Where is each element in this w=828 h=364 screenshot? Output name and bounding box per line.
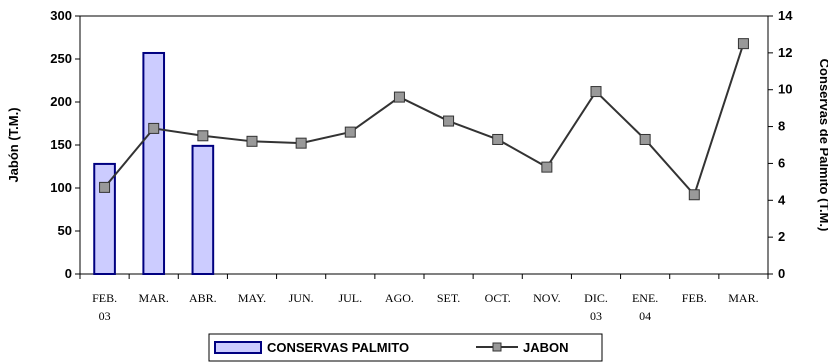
x-tick-label: SET. xyxy=(437,291,460,305)
x-tick-label: AGO. xyxy=(385,291,414,305)
point-jabon xyxy=(295,137,307,149)
y-axis-left: 0 50 100 150 200 250 300 xyxy=(50,8,80,281)
point-jabon xyxy=(197,130,209,142)
y-right-tick-label: 6 xyxy=(778,155,785,170)
y-left-tick-label: 200 xyxy=(50,94,72,109)
y-right-tick-label: 2 xyxy=(778,229,785,244)
point-jabon xyxy=(443,115,455,127)
y-right-tick-label: 10 xyxy=(778,82,792,97)
x-tick-label: MAY. xyxy=(238,291,266,305)
point-jabon xyxy=(639,133,651,145)
x-tick-label: FEB. xyxy=(682,291,707,305)
y-left-tick-label: 100 xyxy=(50,180,72,195)
x-tick-label-year: 03 xyxy=(99,309,111,323)
legend: CONSERVAS PALMITO JABON xyxy=(208,333,603,362)
x-tick-label: MAR. xyxy=(139,291,169,305)
line-jabon xyxy=(103,43,745,197)
y-left-tick-label: 150 xyxy=(50,137,72,152)
plot-area xyxy=(79,15,769,275)
point-jabon xyxy=(344,126,356,138)
y-right-tick-label: 0 xyxy=(778,266,785,281)
x-tick-label: FEB. xyxy=(92,291,117,305)
x-tick-label: ABR. xyxy=(189,291,217,305)
x-tick-label: ENE. xyxy=(632,291,658,305)
y-left-tick-label: 300 xyxy=(50,8,72,23)
x-tick-label: DIC. xyxy=(584,291,608,305)
point-jabon xyxy=(148,122,160,134)
point-jabon xyxy=(541,161,553,173)
point-jabon xyxy=(590,86,602,98)
bar-conservas-palmito xyxy=(142,51,166,276)
point-jabon xyxy=(393,91,405,103)
y-axis-left-title: Jabón (T.M.) xyxy=(6,107,21,182)
y-right-tick-label: 12 xyxy=(778,45,792,60)
y-axis-right: 0 2 4 6 8 10 12 14 xyxy=(768,8,793,281)
point-jabon xyxy=(246,135,258,147)
point-jabon xyxy=(492,133,504,145)
legend-label-jabon: JABON xyxy=(523,340,569,355)
y-right-tick-label: 4 xyxy=(778,192,786,207)
bar-series xyxy=(93,51,215,276)
point-jabon xyxy=(99,181,111,193)
x-tick-label: NOV. xyxy=(533,291,560,305)
legend-line-marker xyxy=(492,342,502,352)
x-tick-label: JUL. xyxy=(338,291,362,305)
y-left-tick-label: 0 xyxy=(65,266,72,281)
x-axis: FEB. 03 MAR. ABR. MAY. JUN. JUL. AGO. SET. OCT. NO… xyxy=(79,274,769,323)
y-right-tick-label: 14 xyxy=(778,8,793,23)
y-axis-right-title: Conservas de Palmito (T.M.) xyxy=(817,59,828,232)
point-jabon xyxy=(688,189,700,201)
x-tick-label: MAR. xyxy=(728,291,758,305)
line-series xyxy=(99,38,749,201)
legend-bar-swatch xyxy=(214,341,262,354)
x-tick-label: JUN. xyxy=(289,291,314,305)
legend-box xyxy=(208,333,603,362)
bar-conservas-palmito xyxy=(191,144,215,275)
point-jabon xyxy=(737,38,749,50)
y-right-tick-label: 8 xyxy=(778,119,785,134)
legend-label-conservas: CONSERVAS PALMITO xyxy=(267,340,409,355)
x-tick-label: OCT. xyxy=(485,291,511,305)
bar-conservas-palmito xyxy=(93,162,116,275)
x-tick-label-year: 04 xyxy=(639,309,651,323)
x-tick-label-year: 03 xyxy=(590,309,602,323)
y-left-tick-label: 250 xyxy=(50,51,72,66)
y-left-tick-label: 50 xyxy=(58,223,72,238)
